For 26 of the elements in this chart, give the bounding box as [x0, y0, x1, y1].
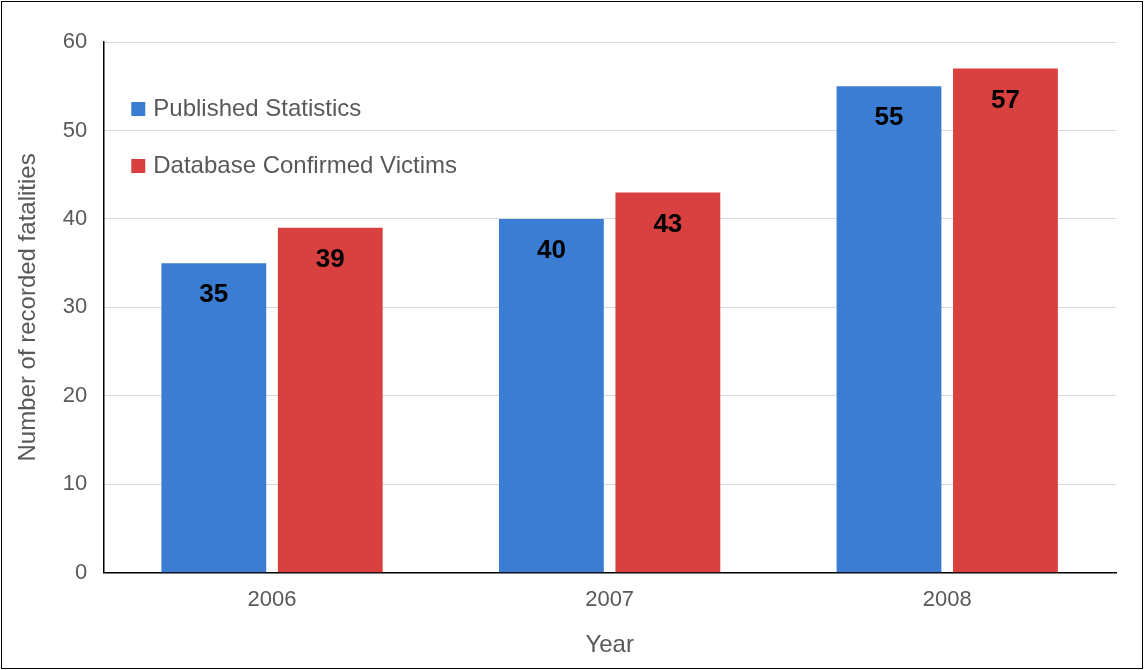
x-tick-label: 2008 [922, 586, 972, 612]
y-tick-label: 30 [62, 293, 88, 319]
data-label: 39 [315, 242, 345, 273]
y-tick-label: 20 [62, 381, 88, 407]
bar [277, 227, 383, 573]
data-label: 57 [990, 83, 1020, 114]
x-axis-title: Year [585, 630, 634, 658]
bar [499, 218, 604, 573]
y-tick-label: 0 [75, 558, 88, 584]
y-axis-title: Number of recorded fatalities [13, 153, 41, 462]
bar [615, 192, 721, 573]
y-tick-label: 60 [62, 28, 88, 54]
data-label: 35 [199, 278, 229, 309]
data-label: 55 [874, 101, 904, 132]
bar [161, 263, 267, 573]
y-tick-label: 40 [62, 205, 88, 230]
data-label: 40 [536, 234, 566, 265]
bar [953, 68, 1058, 573]
y-tick-label: 10 [62, 470, 88, 496]
legend-label: Published Statistics [153, 93, 362, 121]
x-tick-label: 2006 [247, 586, 297, 612]
x-tick-label: 2007 [585, 586, 635, 612]
bar [836, 86, 942, 573]
legend-label: Database Confirmed Victims [153, 150, 457, 178]
data-label: 43 [653, 207, 683, 238]
y-tick-label: 50 [62, 116, 88, 142]
